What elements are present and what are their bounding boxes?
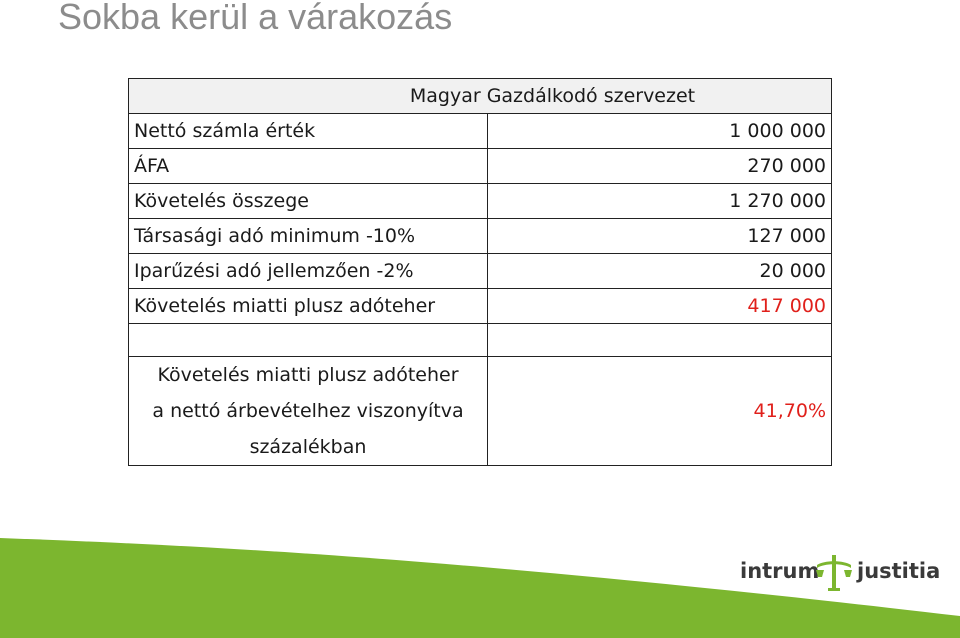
ratio-label: Követelés miatti plusz adóteher a nettó … (128, 356, 488, 466)
green-footer-band (0, 538, 960, 638)
row-label: Társasági adó minimum -10% (128, 218, 488, 254)
row-value: 127 000 (487, 218, 832, 254)
table-row: Iparűzési adó jellemzően -2% 20 000 (128, 253, 832, 289)
slide-title: Sokba kerül a várakozás (58, 0, 453, 37)
row-value: 1 270 000 (487, 183, 832, 219)
row-label: Követelés összege (128, 183, 488, 219)
table-row: Társasági adó minimum -10% 127 000 (128, 218, 832, 254)
empty-cell (487, 323, 832, 357)
scales-of-justice-icon (816, 555, 852, 591)
ratio-label-line: a nettó árbevételhez viszonyítva (152, 400, 464, 422)
row-label: Iparűzési adó jellemzően -2% (128, 253, 488, 289)
table-row: ÁFA 270 000 (128, 148, 832, 184)
row-label: Követelés miatti plusz adóteher (128, 288, 488, 324)
table-header: Magyar Gazdálkodó szervezet (128, 78, 832, 114)
table-row: Követelés összege 1 270 000 (128, 183, 832, 219)
empty-cell (128, 323, 488, 357)
ratio-label-line: Követelés miatti plusz adóteher (157, 364, 459, 386)
logo-text-right: justitia (857, 559, 941, 583)
ratio-label-line: százalékban (249, 436, 367, 458)
intrum-justitia-logo: intrum justitia (737, 553, 940, 593)
table-row-empty (128, 323, 832, 357)
row-value: 1 000 000 (487, 113, 832, 149)
ratio-value: 41,70% (487, 356, 832, 466)
logo-text-left: intrum (740, 559, 820, 583)
tax-burden-table: Magyar Gazdálkodó szervezet Nettó számla… (128, 78, 832, 466)
row-label: Nettó számla érték (128, 113, 488, 149)
green-wave-shape (0, 538, 960, 638)
row-label: ÁFA (128, 148, 488, 184)
table-header-row: Magyar Gazdálkodó szervezet (128, 78, 832, 114)
row-value: 20 000 (487, 253, 832, 289)
table-row-ratio: Követelés miatti plusz adóteher a nettó … (128, 356, 832, 466)
table-row: Nettó számla érték 1 000 000 (128, 113, 832, 149)
table-row-total: Követelés miatti plusz adóteher 417 000 (128, 288, 832, 324)
total-value: 417 000 (487, 288, 832, 324)
row-value: 270 000 (487, 148, 832, 184)
